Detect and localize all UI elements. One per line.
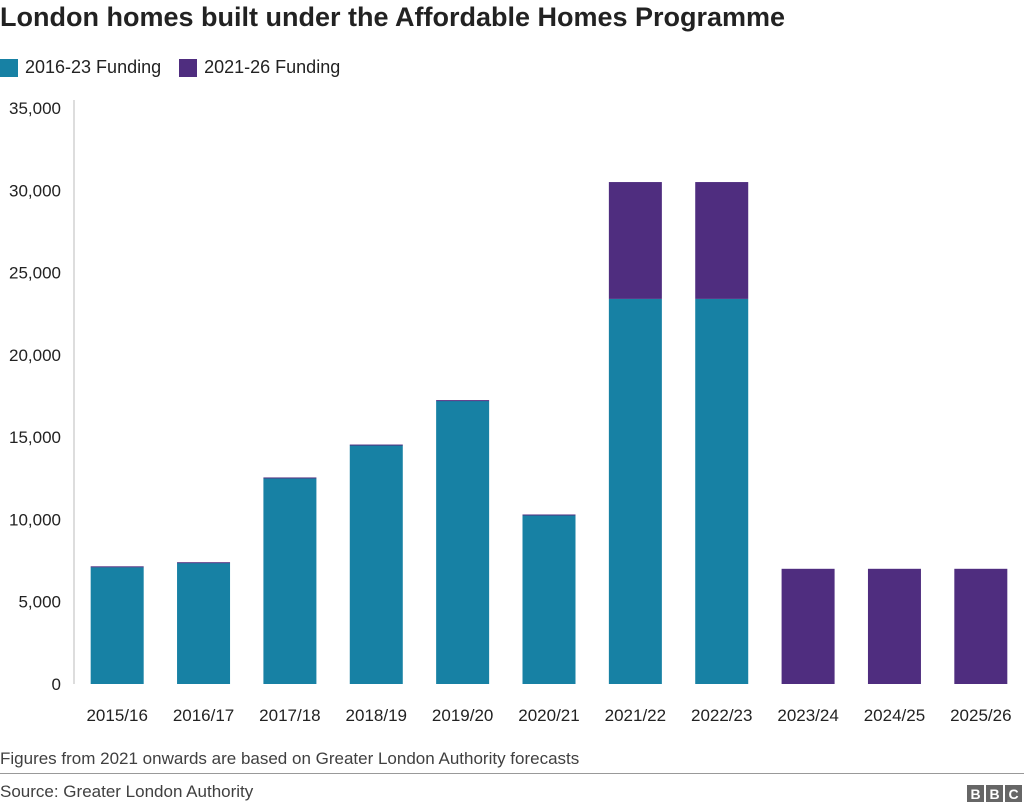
y-tick-label: 20,000 <box>9 346 61 365</box>
bar-2018-19-series-1 <box>349 445 403 684</box>
bar-2021-22-series-1 <box>608 298 662 684</box>
bar-2015-16-series-2 <box>90 566 144 568</box>
y-tick-label: 25,000 <box>9 264 61 283</box>
x-tick-label: 2020/21 <box>518 706 579 725</box>
y-tick-label: 10,000 <box>9 510 61 529</box>
y-tick-label: 35,000 <box>9 99 61 118</box>
bar-2019-20-series-1 <box>436 400 490 684</box>
legend-label-2016-23: 2016-23 Funding <box>25 57 162 77</box>
legend-label-2021-26: 2021-26 Funding <box>204 57 341 77</box>
y-tick-label: 5,000 <box>18 593 61 612</box>
source-text: Source: Greater London Authority <box>0 782 254 801</box>
y-tick-label: 15,000 <box>9 428 61 447</box>
bar-2017-18-series-1 <box>263 478 317 684</box>
x-tick-label: 2019/20 <box>432 706 493 725</box>
x-tick-label: 2024/25 <box>864 706 925 725</box>
legend-swatch-2021-26 <box>179 58 198 77</box>
x-tick-label: 2018/19 <box>346 706 407 725</box>
x-tick-label: 2016/17 <box>173 706 234 725</box>
bar-chart: 0 5,000 10,000 15,000 20,000 25,000 30,000 35,0… <box>9 99 1012 725</box>
bar-2019-20-series-2 <box>436 400 490 402</box>
bar-2015-16-series-1 <box>90 567 144 684</box>
legend-swatch-2016-23 <box>0 58 18 77</box>
y-tick-label: 0 <box>52 675 61 694</box>
bar-2016-17-series-2 <box>177 562 231 564</box>
legend-item-2016-23: 2016-23 Funding <box>0 57 161 78</box>
bar-2016-17-series-1 <box>177 563 231 684</box>
x-tick-label: 2022/23 <box>691 706 752 725</box>
bar-2023-24-series-2 <box>781 568 835 684</box>
chart-title: London homes built under the Affordable … <box>0 2 786 32</box>
bar-2022-23-series-1 <box>695 298 749 684</box>
x-tick-label: 2015/16 <box>86 706 147 725</box>
bar-2018-19-series-2 <box>349 444 403 446</box>
footnote: Figures from 2021 onwards are based on G… <box>0 749 580 768</box>
bar-2021-22-series-2 <box>608 182 662 299</box>
bar-2024-25-series-2 <box>867 568 921 684</box>
legend-item-2021-26: 2021-26 Funding <box>179 57 340 78</box>
x-tick-label: 2021/22 <box>605 706 666 725</box>
bar-2020-21-series-2 <box>522 514 576 516</box>
x-tick-label: 2023/24 <box>777 706 838 725</box>
bar-2020-21-series-1 <box>522 515 576 684</box>
bar-2025-26-series-2 <box>954 568 1008 684</box>
x-tick-label: 2025/26 <box>950 706 1011 725</box>
y-tick-label: 30,000 <box>9 181 61 200</box>
footer-divider <box>0 773 1024 774</box>
legend: 2016-23 Funding 2021-26 Funding <box>0 57 340 78</box>
x-tick-label: 2017/18 <box>259 706 320 725</box>
bar-2022-23-series-2 <box>695 182 749 299</box>
bar-2017-18-series-2 <box>263 477 317 479</box>
